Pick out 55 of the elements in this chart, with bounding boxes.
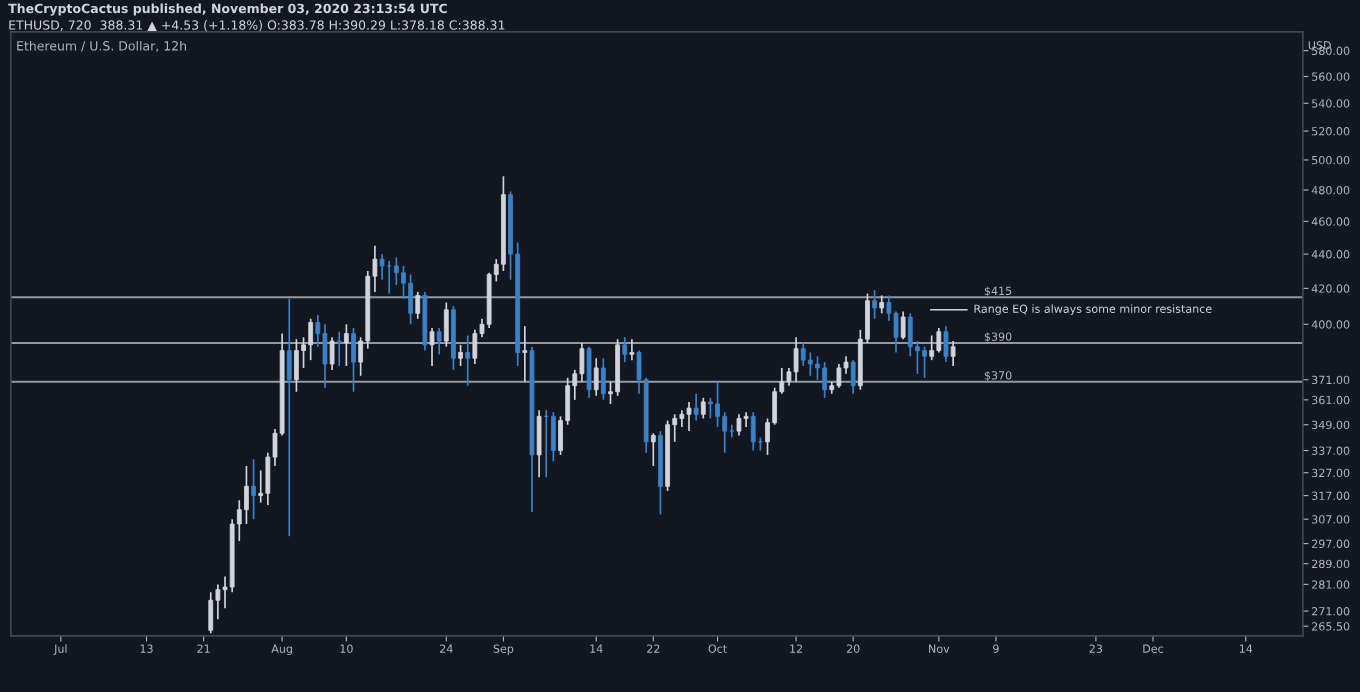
candlestick <box>907 312 913 358</box>
candlestick <box>736 413 742 437</box>
candlestick <box>429 327 435 367</box>
candlestick <box>622 336 628 363</box>
candlestick <box>329 336 335 371</box>
candlestick <box>536 409 542 479</box>
candlestick <box>936 327 942 354</box>
candlestick <box>408 273 413 326</box>
candlestick <box>322 323 328 389</box>
candlestick <box>522 325 528 383</box>
candlestick <box>615 338 620 397</box>
candlestick <box>351 327 356 393</box>
candlestick <box>386 259 392 295</box>
candlestick <box>393 256 399 286</box>
candlestick <box>244 465 249 525</box>
candlestick <box>465 334 471 387</box>
candlestick <box>443 301 449 348</box>
candlestick <box>900 310 906 341</box>
candlestick <box>336 330 342 367</box>
candlestick <box>458 344 463 367</box>
candlestick <box>922 345 927 379</box>
candlestick <box>550 411 556 463</box>
candlestick <box>629 338 635 361</box>
candlestick <box>436 327 442 356</box>
candlestick <box>800 342 806 367</box>
candlestick <box>822 361 828 399</box>
candlestick <box>750 411 756 452</box>
candlestick <box>850 359 856 395</box>
candlestick <box>700 396 706 420</box>
candlestick <box>294 338 299 393</box>
candlestick <box>693 392 699 422</box>
candlestick <box>343 323 349 367</box>
candlestick <box>836 363 842 389</box>
candlestick <box>743 411 749 428</box>
candlestick <box>807 351 813 377</box>
candlestick <box>251 458 256 521</box>
candlestick <box>686 401 692 432</box>
candlestick <box>793 336 799 383</box>
candlestick <box>286 298 292 538</box>
candlestick <box>722 411 728 454</box>
candlestick <box>308 317 314 361</box>
candlestick <box>950 340 956 367</box>
candlestick <box>600 357 606 401</box>
candlestick <box>708 396 713 420</box>
candlestick <box>715 380 720 428</box>
candlestick <box>586 345 592 399</box>
candlestick <box>929 334 935 361</box>
candlestick <box>650 432 656 467</box>
candlestick <box>729 423 735 439</box>
candlestick <box>943 325 949 363</box>
candlestick <box>208 591 214 634</box>
candlestick <box>593 357 599 397</box>
candlestick <box>872 289 877 320</box>
candlestick <box>472 329 478 365</box>
candlestick <box>415 291 421 320</box>
